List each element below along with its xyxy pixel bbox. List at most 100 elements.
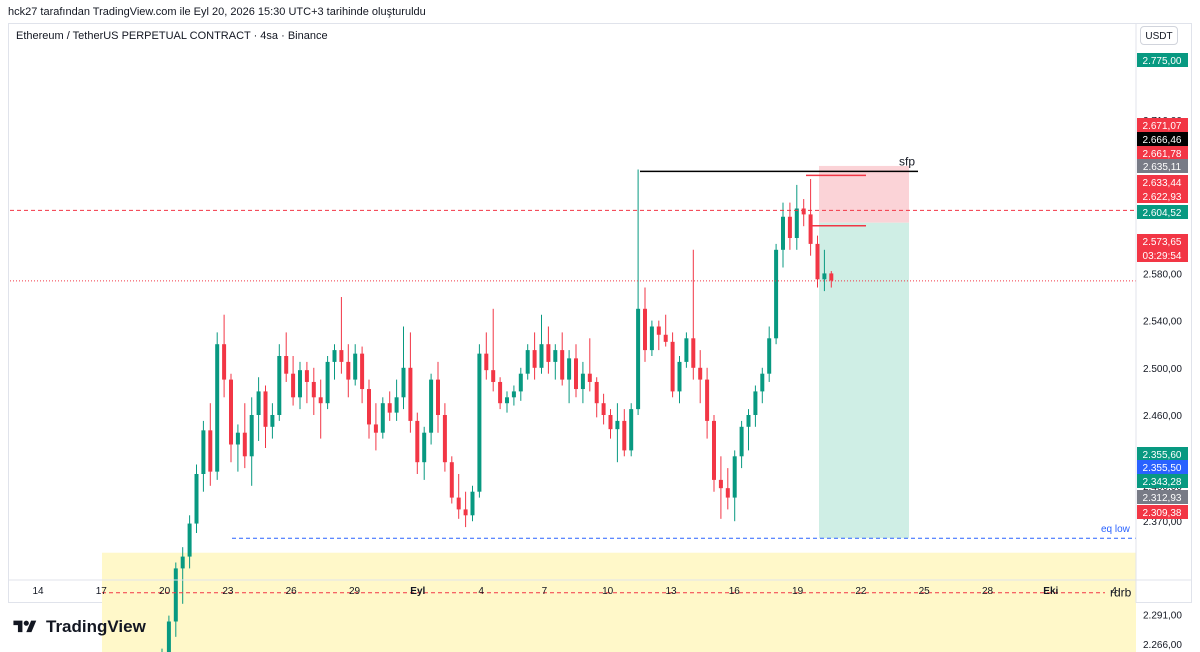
candle-body-15	[263, 391, 268, 427]
candle-body-31	[373, 424, 378, 433]
time-label-0: 14	[32, 586, 44, 597]
price-label-10: 2.355,50	[1143, 463, 1182, 474]
candle-body-93	[801, 208, 806, 215]
price-tick-9: 2.291,00	[1143, 610, 1182, 621]
time-label-8: 7	[542, 586, 548, 597]
candle-body-89	[774, 249, 779, 339]
time-label-17: 4	[1111, 586, 1117, 597]
candle-body-73	[663, 334, 668, 342]
sfp-label: sfp	[899, 154, 915, 168]
candle-body-54	[532, 350, 537, 368]
candle-body-11	[235, 432, 240, 445]
candle-body-97	[829, 273, 834, 281]
price-label-4: 2.635,11	[1143, 162, 1182, 173]
candle-body-28	[353, 353, 358, 380]
candle-body-71	[649, 326, 654, 351]
price-label-bg-2	[1137, 132, 1188, 146]
price-label-bg-4	[1137, 159, 1188, 173]
candle-body-2	[173, 568, 178, 622]
price-label-bg-12	[1137, 490, 1188, 504]
candle-body-57	[553, 350, 558, 362]
time-label-14: 25	[919, 586, 931, 597]
price-label-bg-3	[1137, 146, 1188, 160]
candle-body-88	[767, 338, 772, 374]
candle-body-76	[684, 338, 689, 362]
candle-body-46	[477, 353, 482, 492]
candle-body-62	[587, 373, 592, 382]
candle-body-16	[270, 415, 275, 427]
candle-body-82	[725, 488, 730, 498]
candle-body-24	[325, 361, 330, 404]
candle-body-59	[567, 358, 572, 380]
candle-body-68	[629, 409, 634, 451]
candle-body-19	[291, 373, 296, 398]
candle-body-14	[256, 391, 261, 415]
candle-body-30	[367, 389, 371, 425]
price-tick-2: 2.580,00	[1143, 269, 1182, 280]
eq-low-label: eq low	[1101, 524, 1131, 535]
candle-body-33	[387, 403, 392, 413]
price-label-bg-9	[1137, 447, 1188, 461]
candle-body-87	[760, 373, 765, 392]
candle-body-72	[656, 326, 661, 335]
price-label-12: 2.312,93	[1143, 493, 1182, 504]
price-label-bg-10	[1137, 460, 1188, 474]
price-label-11: 2.343,28	[1143, 477, 1182, 488]
time-label-2: 20	[159, 586, 171, 597]
candle-body-29	[360, 353, 365, 390]
candle-body-44	[463, 509, 468, 516]
candle-body-9	[222, 344, 227, 380]
candle-body-6	[201, 430, 206, 474]
candle-body-81	[718, 479, 723, 489]
price-label-3: 2.661,78	[1143, 149, 1182, 160]
currency-button[interactable]: USDT	[1140, 26, 1178, 45]
candle-body-92	[794, 208, 799, 238]
price-label-6: 2.622,93	[1143, 192, 1182, 203]
candle-body-38	[422, 432, 427, 463]
time-label-6: Eyl	[410, 586, 425, 597]
candle-body-43	[456, 497, 461, 510]
candle-body-35	[401, 367, 406, 398]
price-tick-10: 2.266,00	[1143, 640, 1182, 651]
candle-body-61	[580, 373, 585, 390]
candle-body-37	[415, 420, 420, 463]
candle-body-40	[436, 379, 440, 415]
candle-body-85	[746, 415, 751, 427]
price-label-bg-13	[1137, 505, 1188, 519]
tradingview-logo-icon	[13, 620, 37, 633]
candle-body-69	[636, 308, 641, 410]
price-label-bg-5	[1137, 175, 1188, 189]
candle-body-70	[643, 308, 647, 351]
candle-body-7	[208, 430, 213, 472]
candle-body-41	[442, 415, 447, 463]
candle-body-26	[339, 350, 344, 362]
price-label-bg-7	[1137, 205, 1188, 219]
time-label-7: 4	[478, 586, 484, 597]
candle-body-96	[822, 273, 827, 280]
candle-body-77	[691, 338, 696, 368]
candle-body-95	[815, 243, 820, 280]
time-label-3: 23	[222, 586, 234, 597]
stop-loss-zone	[819, 165, 909, 223]
price-label-bg-8	[1137, 234, 1188, 248]
time-label-13: 22	[855, 586, 867, 597]
candle-body-47	[484, 353, 489, 371]
price-tick-3: 2.540,00	[1143, 317, 1182, 328]
candle-body-58	[560, 350, 565, 380]
candle-body-5	[194, 474, 199, 524]
price-label-bg-6	[1137, 189, 1188, 203]
candle-body-80	[712, 420, 716, 480]
candle-body-1	[166, 621, 171, 652]
price-label-5: 2.633,44	[1143, 178, 1182, 189]
candle-body-49	[498, 381, 503, 404]
price-label-1: 2.671,07	[1143, 121, 1182, 132]
candle-body-84	[739, 426, 744, 457]
price-label-9: 2.355,60	[1143, 450, 1182, 461]
candle-body-91	[787, 216, 792, 238]
candle-body-64	[601, 403, 606, 415]
candle-body-3	[180, 556, 185, 569]
candle-body-23	[318, 397, 323, 404]
candle-body-66	[615, 420, 620, 430]
symbol-title: Ethereum / TetherUS PERPETUAL CONTRACT ·…	[16, 30, 328, 42]
